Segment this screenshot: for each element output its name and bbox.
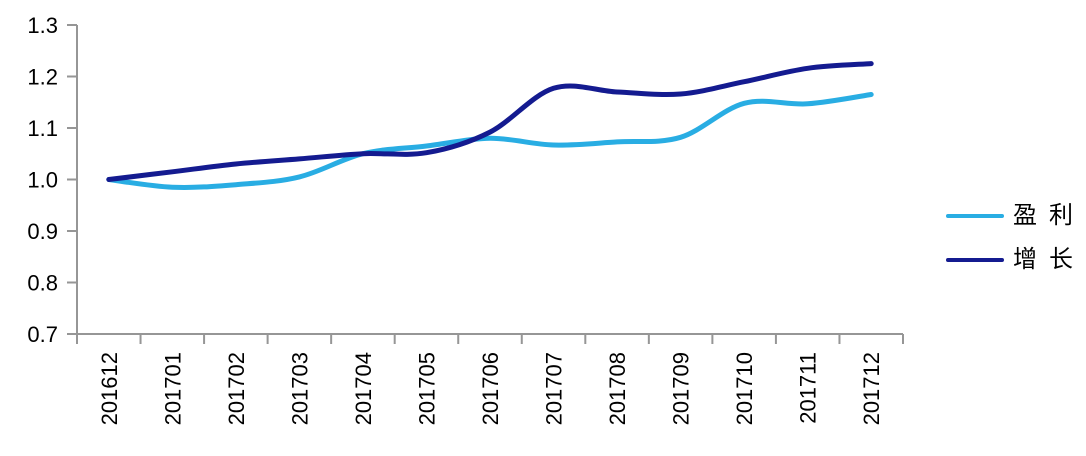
- y-tick-label: 1.1: [27, 116, 58, 141]
- x-tick-label: 201711: [796, 352, 821, 424]
- y-tick-label: 0.7: [27, 322, 58, 347]
- y-tick-label: 1.2: [27, 65, 58, 90]
- y-tick-label: 1.0: [27, 168, 58, 193]
- x-tick-label: 201702: [224, 352, 249, 425]
- x-tick-label: 201710: [732, 352, 757, 425]
- x-tick-label: 201709: [669, 352, 694, 425]
- y-tick-label: 1.3: [27, 13, 58, 38]
- x-tick-label: 201701: [160, 352, 185, 425]
- x-tick-label: 201706: [478, 352, 503, 425]
- profit-line: [106, 92, 874, 190]
- x-tick-label: 201708: [605, 352, 630, 425]
- profit-legend-label: 盈利: [1013, 203, 1085, 229]
- x-tick-label: 201707: [542, 352, 567, 425]
- legend-item-growth: 增长: [946, 238, 1085, 282]
- growth-line: [106, 61, 874, 182]
- axis-lines: [67, 24, 904, 344]
- legend-item-profit: 盈利: [946, 194, 1085, 238]
- y-tick-label: 0.8: [27, 271, 58, 296]
- profit-legend-swatch: [946, 214, 1004, 218]
- x-tick-label: 201703: [287, 352, 312, 425]
- growth-legend-label: 增长: [1013, 247, 1085, 273]
- x-tick-label: 201705: [415, 352, 440, 425]
- x-tick-label: 201704: [351, 352, 376, 425]
- growth-legend-swatch: [946, 258, 1004, 262]
- legend: 盈利 增长: [946, 194, 1085, 282]
- x-tick-label: 201612: [97, 352, 122, 425]
- x-tick-label: 201712: [859, 352, 884, 425]
- y-tick-label: 0.9: [27, 219, 58, 244]
